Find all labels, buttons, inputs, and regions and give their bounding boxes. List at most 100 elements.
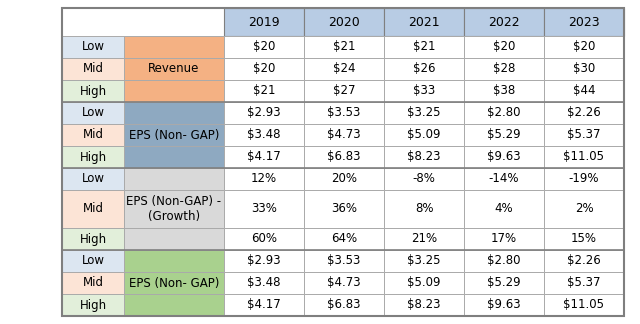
Text: EPS (Non- GAP): EPS (Non- GAP) <box>129 276 219 290</box>
Bar <box>384 168 464 190</box>
Text: 20%: 20% <box>331 172 357 186</box>
Bar <box>62 190 124 228</box>
Bar <box>62 250 124 272</box>
Text: $28: $28 <box>493 63 515 75</box>
Bar <box>124 190 224 228</box>
Bar <box>224 124 304 146</box>
Text: $33: $33 <box>413 85 435 98</box>
Bar <box>304 294 384 316</box>
Text: $2.80: $2.80 <box>487 107 521 120</box>
Bar <box>224 272 304 294</box>
Text: 60%: 60% <box>251 233 277 246</box>
Text: Low: Low <box>81 254 104 268</box>
Text: High: High <box>79 298 107 311</box>
Bar <box>464 36 544 58</box>
Bar <box>544 250 624 272</box>
Text: Revenue: Revenue <box>148 63 200 75</box>
Text: -19%: -19% <box>569 172 599 186</box>
Text: $20: $20 <box>573 40 595 53</box>
Bar <box>62 80 124 102</box>
Bar <box>62 272 124 294</box>
Bar <box>124 250 224 272</box>
Bar <box>384 272 464 294</box>
Text: EPS (Non-GAP) -
(Growth): EPS (Non-GAP) - (Growth) <box>127 195 221 223</box>
Text: $20: $20 <box>493 40 515 53</box>
Bar <box>544 8 624 36</box>
Text: Mid: Mid <box>83 276 104 290</box>
Bar <box>384 58 464 80</box>
Bar <box>124 102 224 124</box>
Bar <box>544 58 624 80</box>
Text: 2021: 2021 <box>408 16 440 29</box>
Bar <box>124 80 224 102</box>
Text: $3.53: $3.53 <box>327 107 361 120</box>
Bar <box>304 8 384 36</box>
Text: Mid: Mid <box>83 202 104 215</box>
Text: 21%: 21% <box>411 233 437 246</box>
Bar <box>62 146 124 168</box>
Text: $21: $21 <box>333 40 355 53</box>
Text: $5.09: $5.09 <box>407 129 441 142</box>
Bar <box>544 102 624 124</box>
Bar <box>124 8 224 36</box>
Text: $5.37: $5.37 <box>567 129 601 142</box>
Bar <box>62 8 124 36</box>
Bar <box>304 272 384 294</box>
Bar <box>464 102 544 124</box>
Text: Low: Low <box>81 172 104 186</box>
Text: $24: $24 <box>333 63 355 75</box>
Text: $3.25: $3.25 <box>407 254 441 268</box>
Bar <box>124 272 224 294</box>
Bar <box>224 250 304 272</box>
Bar <box>62 228 124 250</box>
Bar <box>224 294 304 316</box>
Text: $4.73: $4.73 <box>327 129 361 142</box>
Text: 2022: 2022 <box>488 16 520 29</box>
Bar <box>384 190 464 228</box>
Text: $2.80: $2.80 <box>487 254 521 268</box>
Text: Mid: Mid <box>83 63 104 75</box>
Bar <box>384 294 464 316</box>
Bar <box>304 250 384 272</box>
Bar <box>544 146 624 168</box>
Bar <box>224 146 304 168</box>
Text: 17%: 17% <box>491 233 517 246</box>
Bar <box>384 8 464 36</box>
Bar <box>464 58 544 80</box>
Bar <box>224 102 304 124</box>
Text: $11.05: $11.05 <box>563 298 605 311</box>
Bar <box>124 146 224 168</box>
Text: *Numbers in Billions: *Numbers in Billions <box>284 323 403 324</box>
Text: $6.83: $6.83 <box>327 298 361 311</box>
Bar <box>62 294 124 316</box>
Text: 36%: 36% <box>331 202 357 215</box>
Bar <box>224 80 304 102</box>
Text: 15%: 15% <box>571 233 597 246</box>
Text: 2%: 2% <box>575 202 593 215</box>
Bar <box>224 8 304 36</box>
Bar <box>464 190 544 228</box>
Text: $5.29: $5.29 <box>487 129 521 142</box>
Bar <box>304 124 384 146</box>
Text: $4.17: $4.17 <box>247 298 281 311</box>
Text: $8.23: $8.23 <box>407 151 441 164</box>
Bar <box>124 36 224 58</box>
Text: 64%: 64% <box>331 233 357 246</box>
Bar <box>384 80 464 102</box>
Text: $3.53: $3.53 <box>327 254 361 268</box>
Bar <box>384 228 464 250</box>
Bar <box>224 190 304 228</box>
Text: $9.63: $9.63 <box>487 151 521 164</box>
Text: $44: $44 <box>573 85 595 98</box>
Text: $2.26: $2.26 <box>567 254 601 268</box>
Bar <box>224 58 304 80</box>
Text: -8%: -8% <box>413 172 435 186</box>
Text: $3.48: $3.48 <box>247 129 281 142</box>
Text: $20: $20 <box>253 63 275 75</box>
Bar <box>62 58 124 80</box>
Bar <box>62 124 124 146</box>
Text: 8%: 8% <box>415 202 433 215</box>
Text: High: High <box>79 85 107 98</box>
Bar <box>544 294 624 316</box>
Bar <box>224 168 304 190</box>
